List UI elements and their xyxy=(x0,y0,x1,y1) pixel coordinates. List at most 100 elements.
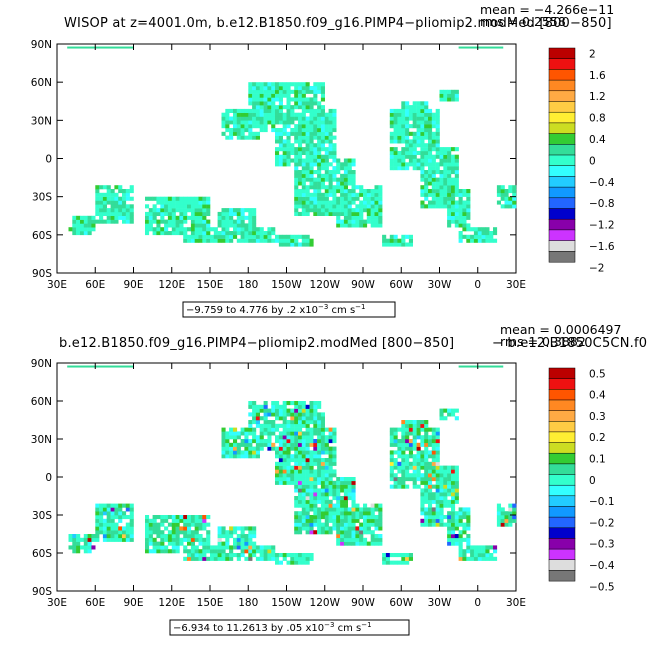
bottom-field-cell xyxy=(259,545,264,550)
top-field-cell xyxy=(393,120,398,125)
top-field-cell xyxy=(324,135,329,140)
bottom-field-cell xyxy=(298,499,303,504)
top-field-cell xyxy=(374,196,379,201)
top-field-cell xyxy=(259,89,264,94)
bottom-field-cell xyxy=(294,518,299,523)
top-field-cell xyxy=(156,219,161,224)
top-field-cell xyxy=(332,177,337,182)
bottom-field-cell xyxy=(210,556,215,561)
bottom-field-cell xyxy=(374,507,379,512)
bottom-field-cell xyxy=(278,404,283,409)
top-field-cell xyxy=(428,173,433,178)
bottom-field-cell xyxy=(294,496,299,501)
bottom-field-cell xyxy=(512,511,517,516)
bottom-field-cell xyxy=(462,556,467,561)
bottom-field-cell xyxy=(454,526,459,531)
bottom-field-cell xyxy=(152,530,157,535)
top-field-cell xyxy=(282,93,287,98)
bottom-field-cell xyxy=(148,530,153,535)
bottom-field-cell xyxy=(397,553,402,558)
bottom-field-cell xyxy=(317,416,322,421)
top-field-cell xyxy=(336,177,341,182)
top-field-cell xyxy=(466,204,471,209)
top-field-cell xyxy=(171,208,176,213)
bottom-field-cell xyxy=(305,465,310,470)
bottom-field-cell xyxy=(401,461,406,466)
top-field-cell xyxy=(240,238,245,243)
top-colorbar-label: −0.8 xyxy=(589,198,615,210)
top-field-cell xyxy=(435,196,440,201)
top-field-cell xyxy=(267,120,272,125)
top-field-cell xyxy=(122,189,127,194)
bottom-field-cell xyxy=(267,439,272,444)
bottom-field-cell xyxy=(351,488,356,493)
bottom-field-cell xyxy=(290,469,295,474)
bottom-colorbar: 0.50.40.30.20.10−0.1−0.2−0.3−0.4−0.5 xyxy=(548,367,615,593)
bottom-field-cell xyxy=(271,404,276,409)
bottom-field-cell xyxy=(405,556,410,561)
bottom-field-cell xyxy=(194,530,199,535)
bottom-field-cell xyxy=(332,488,337,493)
bottom-field-cell xyxy=(324,469,329,474)
top-field-cell xyxy=(248,93,253,98)
top-colorbar-swatch xyxy=(548,176,576,188)
bottom-field-cell xyxy=(229,442,234,447)
top-field-cell xyxy=(263,128,268,133)
bottom-field-cell xyxy=(320,473,325,478)
bottom-field-cell xyxy=(244,556,249,561)
bottom-field-cell xyxy=(428,461,433,466)
top-field-cell xyxy=(122,208,127,213)
bottom-field-cell xyxy=(408,454,413,459)
top-field-cell xyxy=(454,192,459,197)
bottom-field-cell xyxy=(294,446,299,451)
top-field-cell xyxy=(324,124,329,129)
top-field-cell xyxy=(439,185,444,190)
top-field-cell xyxy=(221,227,226,232)
top-field-cell xyxy=(370,189,375,194)
top-field-cell xyxy=(99,185,104,190)
bottom-field-cell xyxy=(229,556,234,561)
bottom-field-cell xyxy=(164,545,169,550)
top-field-cell xyxy=(298,131,303,136)
bottom-x-tick-label: 0 xyxy=(474,597,481,609)
top-field-cell xyxy=(252,93,257,98)
top-field-cell xyxy=(305,147,310,152)
top-field-cell xyxy=(428,124,433,129)
top-field-cell xyxy=(351,196,356,201)
top-field-cell xyxy=(397,242,402,247)
bottom-field-cell xyxy=(389,427,394,432)
top-field-cell xyxy=(393,166,398,171)
top-field-cell xyxy=(301,82,306,87)
bottom-field-cell xyxy=(401,469,406,474)
top-field-cell xyxy=(263,112,268,117)
top-field-cell xyxy=(255,238,260,243)
bottom-field-cell xyxy=(286,446,291,451)
top-field-cell xyxy=(324,189,329,194)
bottom-field-cell xyxy=(416,469,421,474)
top-field-cell xyxy=(305,166,310,171)
top-field-cell xyxy=(236,116,241,121)
bottom-field-cell xyxy=(275,439,280,444)
bottom-field-cell xyxy=(225,435,230,440)
top-field-cell xyxy=(424,143,429,148)
top-field-cell xyxy=(389,135,394,140)
top-field-cell xyxy=(294,170,299,175)
bottom-field-cell xyxy=(351,541,356,546)
bottom-field-cell xyxy=(428,477,433,482)
top-field-cell xyxy=(298,181,303,186)
top-field-cell xyxy=(298,139,303,144)
top-field-cell xyxy=(317,211,322,216)
top-field-cell xyxy=(424,173,429,178)
bottom-field-cell xyxy=(424,507,429,512)
top-field-cell xyxy=(439,189,444,194)
top-field-cell xyxy=(324,200,329,205)
bottom-field-cell xyxy=(309,503,314,508)
top-field-cell xyxy=(221,234,226,239)
top-field-cell xyxy=(202,208,207,213)
top-colorbar-swatch xyxy=(548,111,576,124)
top-field-cell xyxy=(240,219,245,224)
top-field-cell xyxy=(72,231,77,236)
top-field-cell xyxy=(408,112,413,117)
bottom-field-cell xyxy=(332,507,337,512)
top-field-cell xyxy=(301,238,306,243)
